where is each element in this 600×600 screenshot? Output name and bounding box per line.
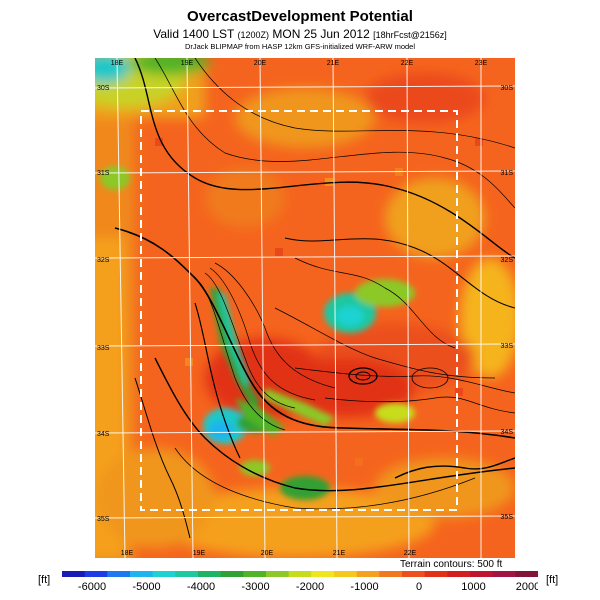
lat-label-left: 32S	[97, 257, 110, 264]
colorbar-swatch	[266, 571, 290, 577]
graticule	[95, 58, 515, 558]
lon-label-bottom: 21E	[333, 550, 346, 557]
forecast-map: 18E 19E 20E 21E 22E 23E 18E 19E 20E 21E …	[95, 58, 515, 558]
lon-label-top: 21E	[327, 60, 340, 67]
valid-prefix: Valid 1400 LST	[153, 27, 235, 41]
colorbar-unit-left: [ft]	[38, 574, 51, 586]
colorbar-swatch	[334, 571, 358, 577]
valid-time: Valid 1400 LST (1200Z) MON 25 Jun 2012 […	[0, 27, 600, 41]
colorbar-unit-right: [ft]	[546, 574, 559, 586]
colorbar-tick-label: -3000	[241, 581, 269, 593]
colorbar-ticks: -6000 -5000 -4000 -3000 -2000 -1000 0 1000 2000	[78, 581, 538, 593]
lon-label-bottom: 20E	[261, 550, 274, 557]
colorbar-tick-label: -2000	[296, 581, 324, 593]
inner-domain-box	[140, 110, 458, 511]
map-title: OvercastDevelopment Potential	[187, 8, 413, 25]
colorbar-swatch	[402, 571, 426, 577]
colorbar: -6000 -5000 -4000 -3000 -2000 -1000 0 1000 2000	[62, 571, 538, 593]
lon-label-top: 20E	[254, 60, 267, 67]
colorbar-swatch	[62, 571, 86, 577]
colorbar-tick-label: 2000	[516, 581, 538, 593]
colorbar-swatch	[152, 571, 176, 577]
lat-label-right: 34S	[501, 429, 514, 436]
valid-date: MON 25 Jun 2012	[272, 27, 370, 41]
colorbar-swatch	[447, 571, 471, 577]
colorbar-tick-label: -5000	[132, 581, 160, 593]
colorbar-tick-label: 0	[416, 581, 422, 593]
forecast-info: [18hrFcst@2156z]	[373, 30, 447, 40]
colorbar-swatch	[130, 571, 154, 577]
colorbar-swatch	[470, 571, 494, 577]
lat-label-left: 33S	[97, 345, 110, 352]
colorbar-tick-label: 1000	[461, 581, 485, 593]
lat-label-right: 35S	[501, 514, 514, 521]
colorbar-tick-label: -1000	[350, 581, 378, 593]
lon-label-bottom: 22E	[404, 550, 417, 557]
lat-label-left: 31S	[97, 170, 110, 177]
colorbar-swatch	[220, 571, 244, 577]
colorbar-swatch	[175, 571, 199, 577]
lat-label-right: 33S	[501, 343, 514, 350]
colorbar-swatch	[84, 571, 108, 577]
lat-label-right: 32S	[501, 257, 514, 264]
valid-utc: (1200Z)	[237, 30, 270, 40]
lat-label-left: 35S	[97, 516, 110, 523]
terrain-contour-note: Terrain contours: 500 ft	[400, 559, 503, 570]
lon-label-top: 22E	[401, 60, 414, 67]
lat-label-right: 30S	[501, 85, 514, 92]
lon-label-top: 19E	[181, 60, 194, 67]
colorbar-swatch	[424, 571, 448, 577]
colorbar-swatch	[356, 571, 380, 577]
colorbar-swatch	[515, 571, 538, 577]
colorbar-swatch	[492, 571, 516, 577]
lat-label-left: 34S	[97, 431, 110, 438]
colorbar-tick-label: -6000	[78, 581, 106, 593]
colorbar-swatch	[288, 571, 312, 577]
lon-label-top: 23E	[475, 60, 488, 67]
colorbar-swatch	[107, 571, 131, 577]
lon-label-bottom: 18E	[121, 550, 134, 557]
colorbar-swatch	[379, 571, 403, 577]
colorbar-swatch	[198, 571, 222, 577]
colorbar-swatches	[62, 571, 538, 577]
model-credit: DrJack BLIPMAP from HASP 12km GFS-initia…	[184, 42, 416, 51]
lat-label-right: 31S	[501, 170, 514, 177]
colorbar-swatch	[243, 571, 267, 577]
lat-label-left: 30S	[97, 85, 110, 92]
lon-label-top: 18E	[111, 60, 124, 67]
colorbar-tick-label: -4000	[187, 581, 215, 593]
lon-label-bottom: 19E	[193, 550, 206, 557]
colorbar-swatch	[311, 571, 335, 577]
